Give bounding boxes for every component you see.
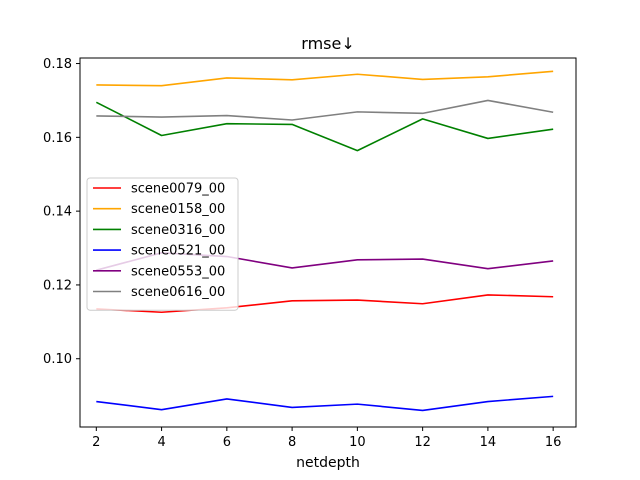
series-line-scene0316-00 — [95, 101, 554, 152]
x-tick-label: 12 — [414, 435, 431, 450]
y-axis: 0.10 0.12 0.14 0.16 0.18 — [43, 57, 80, 367]
x-tick-label: 6 — [223, 435, 231, 450]
legend-label: scene0553_00 — [131, 264, 225, 279]
series-line-scene0158-00 — [96, 70, 554, 87]
legend-label: scene0316_00 — [131, 223, 225, 238]
y-tick-label: 0.12 — [43, 278, 72, 293]
y-tick-label: 0.16 — [43, 131, 72, 146]
x-tick-label: 2 — [92, 435, 100, 450]
series-line-scene0616-00 — [96, 99, 554, 121]
x-axis-label: netdepth — [296, 455, 360, 471]
legend-label: scene0521_00 — [131, 244, 225, 259]
series-layer — [95, 70, 554, 412]
x-tick-label: 8 — [288, 435, 296, 450]
x-tick-label: 10 — [349, 435, 366, 450]
legend: scene0079_00 scene0158_00 scene0316_00scen… — [86, 177, 239, 311]
legend-label: scene0079_00 — [131, 182, 225, 197]
y-tick-label: 0.18 — [43, 57, 72, 72]
legend-box — [86, 177, 239, 311]
y-tick-label: 0.10 — [43, 352, 72, 367]
x-tick-label: 16 — [545, 435, 562, 450]
legend-label: scene0158_00 — [131, 202, 225, 217]
x-tick-label: 14 — [480, 435, 497, 450]
x-axis: 2 4 6 8 10 12 14 16 — [92, 427, 561, 450]
plot-frame — [79, 57, 577, 428]
x-tick-label: 4 — [157, 435, 165, 450]
chart-title: rmse↓ — [301, 34, 354, 53]
series-line-scene0079-00 — [96, 294, 554, 314]
legend-label: scene0616_00 — [131, 285, 225, 300]
y-tick-label: 0.14 — [43, 205, 72, 220]
series-line-scene0521-00 — [96, 395, 554, 412]
